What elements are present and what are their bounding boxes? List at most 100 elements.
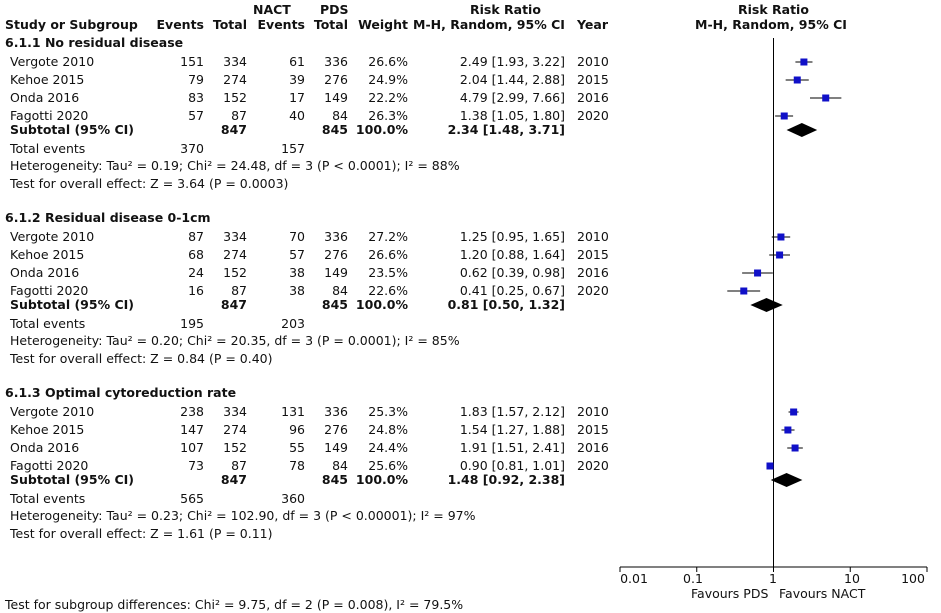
heterogeneity-text: Heterogeneity: Tau² = 0.20; Chi² = 20.35… (10, 333, 460, 348)
events-pds: 70 (289, 229, 305, 244)
events-pds: 39 (289, 72, 305, 87)
total-pds: 84 (332, 283, 348, 298)
subtotal-weight: 100.0% (355, 297, 408, 312)
study-weight: 24.9% (368, 72, 408, 87)
study-point (790, 408, 798, 416)
study-rr-ci: 1.20 [0.88, 1.64] (459, 247, 565, 262)
total-nact: 87 (231, 458, 247, 473)
total-events-pds: 360 (281, 491, 305, 506)
study-year: 2015 (577, 247, 609, 262)
subtotal-rr-ci: 1.48 [0.92, 2.38] (447, 472, 565, 487)
total-nact: 274 (223, 422, 247, 437)
subtotal-total-nact: 847 (220, 297, 247, 312)
header-events-2: Events (257, 17, 305, 32)
total-pds: 336 (324, 229, 348, 244)
study-year: 2020 (577, 283, 609, 298)
total-pds: 149 (324, 90, 348, 105)
study-year: 2010 (577, 54, 609, 69)
study-weight: 26.6% (368, 54, 408, 69)
events-nact: 238 (180, 404, 204, 419)
total-nact: 274 (223, 247, 247, 262)
study-rr-ci: 1.83 [1.57, 2.12] (459, 404, 565, 419)
header-rr-title: Risk Ratio (470, 2, 541, 17)
events-nact: 147 (180, 422, 204, 437)
total-pds: 276 (324, 422, 348, 437)
study-name: Vergote 2010 (10, 229, 95, 244)
study-weight: 26.3% (368, 108, 408, 123)
events-nact: 16 (188, 283, 204, 298)
events-pds: 61 (289, 54, 305, 69)
study-point (740, 287, 748, 295)
study-year: 2016 (577, 90, 609, 105)
overall-effect-text: Test for overall effect: Z = 1.61 (P = 0… (10, 526, 273, 541)
study-rr-ci: 0.41 [0.25, 0.67] (459, 283, 565, 298)
total-pds: 84 (332, 458, 348, 473)
study-rr-ci: 2.04 [1.44, 2.88] (459, 72, 565, 87)
events-pds: 38 (289, 283, 305, 298)
total-events-nact: 195 (180, 316, 204, 331)
tick-label: 10 (844, 571, 860, 586)
overall-effect-text: Test for overall effect: Z = 0.84 (P = 0… (10, 351, 273, 366)
total-pds: 276 (324, 247, 348, 262)
study-weight: 26.6% (368, 247, 408, 262)
total-nact: 334 (223, 54, 247, 69)
study-rr-ci: 2.49 [1.93, 3.22] (459, 54, 565, 69)
events-pds: 57 (289, 247, 305, 262)
study-rr-ci: 1.38 [1.05, 1.80] (459, 108, 565, 123)
subtotal-label: Subtotal (95% CI) (10, 297, 134, 312)
total-pds: 336 (324, 404, 348, 419)
study-weight: 25.6% (368, 458, 408, 473)
study-weight: 25.3% (368, 404, 408, 419)
header-nact: NACT (253, 2, 291, 17)
header-weight: Weight (358, 17, 408, 32)
total-pds: 336 (324, 54, 348, 69)
study-rr-ci: 1.54 [1.27, 1.88] (459, 422, 565, 437)
study-point (777, 233, 785, 241)
total-nact: 87 (231, 283, 247, 298)
header-total-2: Total (313, 17, 348, 32)
subgroup-title: 6.1.3 Optimal cytoreduction rate (5, 385, 237, 400)
header-total-1: Total (212, 17, 247, 32)
total-nact: 152 (223, 440, 247, 455)
study-year: 2020 (577, 458, 609, 473)
events-nact: 79 (188, 72, 204, 87)
events-pds: 96 (289, 422, 305, 437)
events-nact: 24 (188, 265, 204, 280)
subtotal-diamond (770, 473, 803, 487)
events-nact: 68 (188, 247, 204, 262)
header-plot-method: M-H, Random, 95% CI (695, 17, 847, 32)
events-pds: 55 (289, 440, 305, 455)
events-nact: 73 (188, 458, 204, 473)
study-name: Fagotti 2020 (10, 283, 89, 298)
total-pds: 84 (332, 108, 348, 123)
study-point (754, 269, 762, 277)
events-nact: 57 (188, 108, 204, 123)
study-weight: 24.4% (368, 440, 408, 455)
heterogeneity-text: Heterogeneity: Tau² = 0.23; Chi² = 102.9… (10, 508, 476, 523)
total-nact: 334 (223, 404, 247, 419)
favours-pds-label: Favours PDS (691, 586, 769, 601)
subtotal-rr-ci: 0.81 [0.50, 1.32] (447, 297, 565, 312)
events-nact: 83 (188, 90, 204, 105)
study-year: 2015 (577, 422, 609, 437)
study-year: 2020 (577, 108, 609, 123)
study-rr-ci: 1.25 [0.95, 1.65] (459, 229, 565, 244)
study-weight: 22.2% (368, 90, 408, 105)
study-point (793, 76, 801, 84)
study-name: Fagotti 2020 (10, 458, 89, 473)
study-point (780, 112, 788, 120)
total-nact: 274 (223, 72, 247, 87)
subtotal-total-pds: 845 (321, 122, 348, 137)
events-pds: 17 (289, 90, 305, 105)
subtotal-total-pds: 845 (321, 472, 348, 487)
tick-label: 0.1 (683, 571, 703, 586)
study-name: Vergote 2010 (10, 404, 95, 419)
study-name: Fagotti 2020 (10, 108, 89, 123)
total-pds: 276 (324, 72, 348, 87)
heterogeneity-text: Heterogeneity: Tau² = 0.19; Chi² = 24.48… (10, 158, 460, 173)
total-events-label: Total events (10, 491, 86, 506)
study-name: Onda 2016 (10, 265, 80, 280)
header-pds: PDS (320, 2, 349, 17)
study-year: 2016 (577, 265, 609, 280)
